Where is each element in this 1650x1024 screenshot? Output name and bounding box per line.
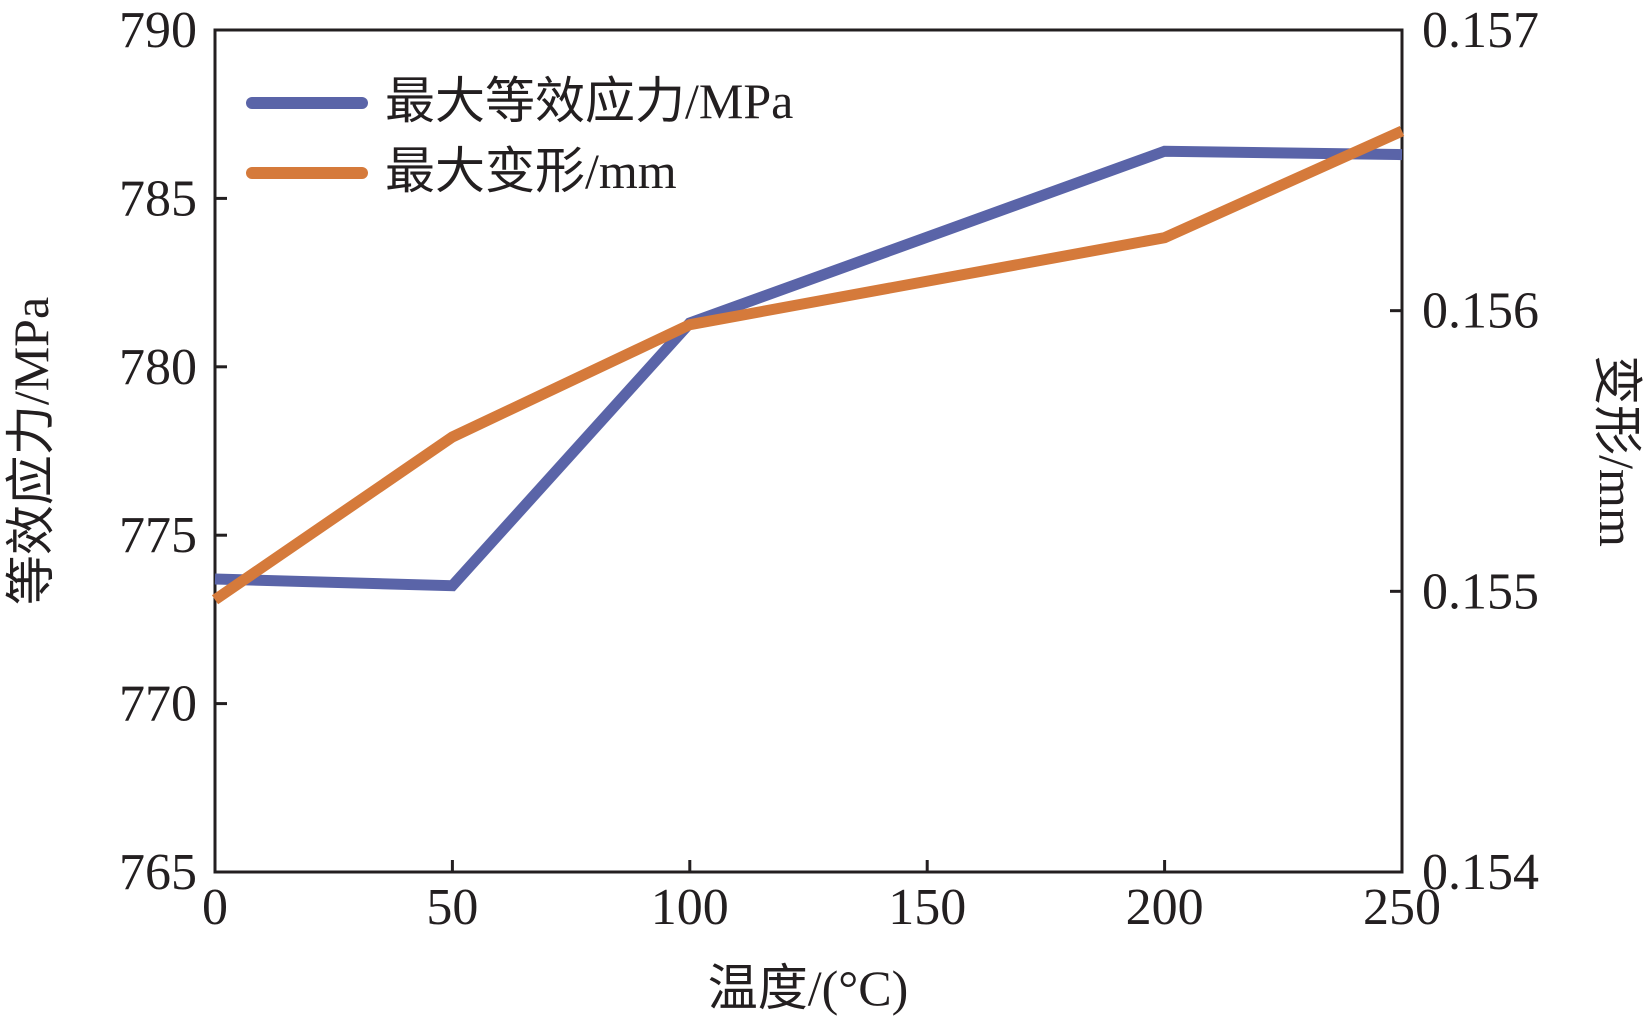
y-left-tick-label: 785: [119, 170, 197, 227]
y-right-axis-ticks: 0.154 0.155 0.156 0.157: [1390, 2, 1539, 901]
x-tick-label: 200: [1126, 879, 1204, 936]
legend-label-deformation: 最大变形/mm: [385, 143, 677, 199]
y-left-tick-label: 770: [119, 676, 197, 733]
x-tick-label: 150: [888, 879, 966, 936]
x-tick-label: 50: [426, 879, 478, 936]
y-left-axis-title: 等效应力/MPa: [3, 297, 59, 605]
x-axis-ticks: 0 50 100 150 200 250: [202, 860, 1441, 936]
x-tick-label: 0: [202, 879, 228, 936]
plot-frame: [213, 28, 1404, 874]
y-left-tick-label: 780: [119, 339, 197, 396]
y-right-tick-label: 0.154: [1422, 844, 1539, 901]
x-axis-title: 温度/(°C): [708, 960, 909, 1016]
series-layer: [211, 126, 1405, 605]
x-tick-label: 250: [1363, 879, 1441, 936]
y-left-tick-label: 790: [119, 2, 197, 59]
y-right-tick-label: 0.157: [1422, 2, 1539, 59]
y-left-axis-ticks: 765 770 775 780 785 790: [119, 2, 227, 901]
y-left-tick-label: 775: [119, 507, 197, 564]
legend: 最大等效应力/MPa 最大变形/mm: [246, 73, 793, 199]
x-tick-label: 100: [651, 879, 729, 936]
legend-label-stress: 最大等效应力/MPa: [385, 73, 793, 129]
y-right-tick-label: 0.155: [1422, 563, 1539, 620]
y-right-tick-label: 0.156: [1422, 283, 1539, 340]
series-line-deformation: [211, 126, 1405, 605]
y-right-axis-title: 变形/mm: [1589, 355, 1645, 547]
y-left-tick-label: 765: [119, 844, 197, 901]
